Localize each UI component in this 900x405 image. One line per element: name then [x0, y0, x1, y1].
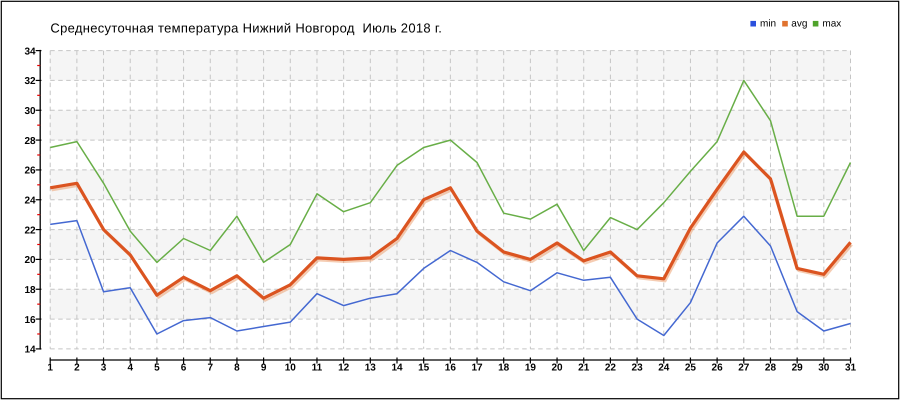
svg-text:18: 18: [24, 285, 36, 296]
svg-text:5: 5: [154, 363, 160, 374]
svg-text:Среднесуточная температура Ниж: Среднесуточная температура Нижний Новгор…: [50, 20, 442, 35]
svg-text:9: 9: [261, 363, 267, 374]
svg-text:20: 20: [24, 255, 36, 266]
svg-text:27: 27: [738, 363, 750, 374]
svg-text:3: 3: [101, 363, 107, 374]
svg-text:16: 16: [24, 315, 36, 326]
svg-text:30: 30: [24, 106, 36, 117]
svg-text:17: 17: [471, 363, 483, 374]
svg-text:22: 22: [24, 225, 36, 236]
svg-text:28: 28: [765, 363, 777, 374]
svg-text:28: 28: [24, 136, 36, 147]
svg-text:14: 14: [24, 345, 36, 356]
svg-text:24: 24: [24, 195, 36, 206]
svg-text:10: 10: [285, 363, 297, 374]
svg-text:11: 11: [312, 363, 323, 374]
svg-text:6: 6: [181, 363, 187, 374]
svg-text:7: 7: [207, 363, 213, 374]
svg-text:8: 8: [234, 363, 240, 374]
svg-text:max: max: [822, 18, 841, 29]
svg-text:21: 21: [578, 363, 590, 374]
svg-text:31: 31: [845, 363, 857, 374]
svg-text:4: 4: [127, 363, 133, 374]
svg-text:2: 2: [74, 363, 80, 374]
svg-text:26: 26: [24, 166, 36, 177]
svg-text:29: 29: [792, 363, 804, 374]
svg-text:18: 18: [498, 363, 510, 374]
svg-text:24: 24: [658, 363, 670, 374]
svg-text:26: 26: [712, 363, 724, 374]
svg-text:13: 13: [365, 363, 377, 374]
svg-text:25: 25: [685, 363, 697, 374]
svg-text:1: 1: [47, 363, 53, 374]
svg-text:34: 34: [24, 46, 36, 57]
svg-text:14: 14: [391, 363, 403, 374]
svg-text:12: 12: [338, 363, 350, 374]
svg-text:15: 15: [418, 363, 430, 374]
svg-text:23: 23: [632, 363, 644, 374]
svg-text:30: 30: [818, 363, 830, 374]
svg-text:avg: avg: [791, 18, 807, 29]
svg-text:22: 22: [605, 363, 617, 374]
svg-text:32: 32: [24, 76, 36, 87]
svg-text:20: 20: [551, 363, 563, 374]
svg-text:19: 19: [525, 363, 537, 374]
svg-text:min: min: [760, 18, 776, 29]
svg-text:16: 16: [445, 363, 457, 374]
